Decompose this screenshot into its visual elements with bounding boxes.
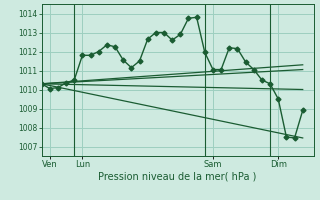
- X-axis label: Pression niveau de la mer( hPa ): Pression niveau de la mer( hPa ): [99, 172, 257, 182]
